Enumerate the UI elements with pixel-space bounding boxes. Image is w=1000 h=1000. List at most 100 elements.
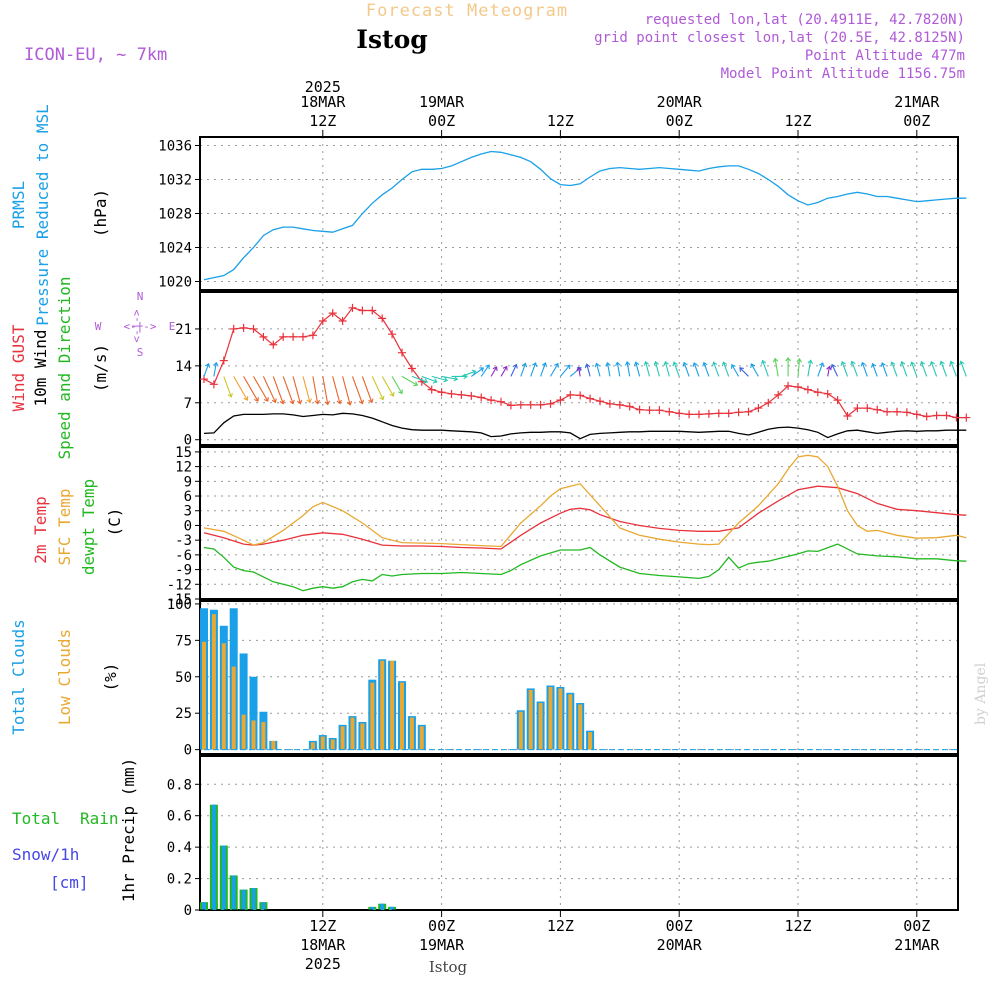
y-tick-label: 0 xyxy=(184,903,192,919)
low-cloud-bar xyxy=(350,717,355,750)
low-cloud-bar xyxy=(400,682,404,750)
gust-marker xyxy=(467,391,476,400)
gust-marker xyxy=(259,332,268,341)
wind-direction-arrow xyxy=(500,365,508,377)
rain-bar xyxy=(390,906,395,910)
y-tick-label: 0.6 xyxy=(167,809,192,825)
low-cloud-bar xyxy=(231,666,236,750)
low-cloud-bar xyxy=(360,723,365,750)
gust-marker xyxy=(744,407,753,416)
top-time-label: 00Z xyxy=(428,112,455,130)
compass-n: N xyxy=(137,290,144,303)
wind-direction-arrow xyxy=(510,363,518,377)
gust-marker xyxy=(902,408,911,417)
time-axes: 18MAR12Z12Z18MAR19MAR00Z00Z19MAR12Z12Z20… xyxy=(300,78,940,973)
label-ms: (m/s) xyxy=(91,344,110,392)
gust-marker xyxy=(348,303,357,312)
chart-title: Forecast Meteogram xyxy=(366,1,568,21)
gust-marker xyxy=(922,412,931,421)
low-cloud-bar xyxy=(340,726,345,750)
wind-direction-arrow xyxy=(672,361,680,377)
wind-direction-arrow xyxy=(576,366,582,377)
gust-marker xyxy=(338,317,347,326)
wind-direction-arrow xyxy=(785,356,791,377)
wind-direction-arrow xyxy=(361,376,374,404)
label-2m-temp: 2m Temp xyxy=(31,496,50,563)
gust-marker xyxy=(526,400,535,409)
watermark: by Angel xyxy=(973,662,989,725)
gust-line xyxy=(203,307,967,419)
gust-marker xyxy=(407,364,416,373)
wind-direction-arrow xyxy=(692,362,700,377)
bottom-time-label: 00Z xyxy=(903,917,930,935)
gust-marker xyxy=(724,409,733,418)
low-cloud-bar xyxy=(588,732,593,750)
gust-marker xyxy=(635,405,644,414)
bottom-year-label: 2025 xyxy=(305,955,341,973)
label-total-clouds: Total Clouds xyxy=(9,619,28,735)
gust-marker xyxy=(566,390,575,399)
label-cm: [cm] xyxy=(50,873,89,892)
rain-bar xyxy=(231,875,236,910)
gust-marker xyxy=(516,400,525,409)
low-cloud-bar xyxy=(241,714,246,750)
y-tick-label: 12 xyxy=(175,460,192,476)
model-label: ICON-EU, ~ 7km xyxy=(24,45,167,65)
wind-direction-arrow xyxy=(643,360,651,377)
bottom-time-label: 00Z xyxy=(666,917,693,935)
wind-direction-arrow xyxy=(371,376,385,401)
wind-direction-arrow xyxy=(919,360,928,377)
wind-direction-arrow xyxy=(401,375,419,387)
gust-marker xyxy=(813,388,822,397)
low-cloud-bar xyxy=(370,682,375,750)
y-tick-label: 15 xyxy=(175,445,192,461)
wind-direction-arrow xyxy=(830,363,839,377)
gridpoint-coords: grid point closest lon,lat (20.5E, 42.81… xyxy=(594,30,965,46)
gust-marker xyxy=(665,407,674,416)
wind-direction-arrow xyxy=(605,361,611,377)
wind-direction-arrow xyxy=(826,365,832,377)
gust-marker xyxy=(209,380,218,389)
wind-direction-arrow xyxy=(292,376,303,405)
label-hpa: (hPa) xyxy=(91,189,110,237)
panel-pressure: 1020 1024 1028 1032 1036 xyxy=(158,136,959,291)
gust-marker xyxy=(249,324,258,333)
low-cloud-bar xyxy=(409,717,414,750)
y-tick-label: 1020 xyxy=(158,275,192,291)
wind-direction-arrow xyxy=(550,362,559,377)
panel-precip: 0 0.2 0.4 0.6 0.8 xyxy=(167,755,959,919)
low-cloud-bar xyxy=(251,720,256,750)
bottom-time-label: 12Z xyxy=(309,917,336,935)
wind-direction-arrow xyxy=(253,376,269,402)
gust-marker xyxy=(378,314,387,323)
bottom-time-label: 18MAR xyxy=(300,936,346,954)
label-1hr-precip: 1hr Precip (mm) xyxy=(119,758,138,903)
gust-marker xyxy=(427,385,436,394)
label-low-clouds: Low Clouds xyxy=(55,629,74,725)
top-time-label: 21MAR xyxy=(894,93,940,111)
low-cloud-bar xyxy=(330,739,335,750)
gust-marker xyxy=(477,393,486,402)
wind-direction-arrow xyxy=(929,360,938,377)
location-title: Istog xyxy=(356,25,427,54)
gust-marker xyxy=(596,397,604,406)
bottom-time-label: 21MAR xyxy=(894,936,940,954)
wind-direction-arrow xyxy=(807,359,813,377)
gust-marker xyxy=(704,409,713,418)
compass-s: S xyxy=(137,346,144,359)
gust-marker xyxy=(239,323,248,332)
low-cloud-bar xyxy=(202,641,206,750)
y-tick-label: 1036 xyxy=(158,139,192,155)
rain-bar xyxy=(370,906,375,910)
temp-line xyxy=(203,543,967,592)
low-cloud-bar xyxy=(528,689,533,750)
wind-direction-arrow xyxy=(203,362,211,377)
wind-direction-arrow xyxy=(282,376,295,405)
gust-marker xyxy=(487,396,496,405)
gust-marker xyxy=(774,390,783,399)
low-cloud-bar xyxy=(310,742,315,750)
label-dewpt-temp: dewpt Temp xyxy=(79,479,98,575)
y-tick-label: 75 xyxy=(175,633,192,649)
wind-direction-arrow xyxy=(540,362,548,377)
